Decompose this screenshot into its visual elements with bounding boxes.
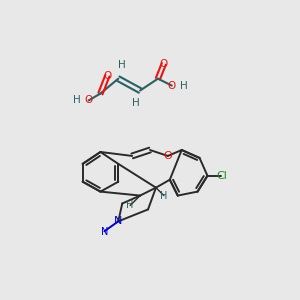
Text: O: O — [168, 81, 176, 91]
Text: H: H — [73, 95, 81, 106]
Text: Cl: Cl — [216, 171, 227, 181]
Text: O: O — [103, 71, 112, 81]
Text: O: O — [164, 151, 172, 161]
Text: N: N — [101, 227, 108, 237]
Text: O: O — [84, 95, 93, 106]
Text: H: H — [160, 190, 168, 201]
Text: H: H — [127, 200, 134, 211]
Text: H: H — [118, 60, 126, 70]
Text: H: H — [132, 98, 140, 108]
Text: O: O — [160, 59, 168, 69]
Text: H: H — [180, 81, 188, 91]
Text: N: N — [114, 216, 122, 226]
